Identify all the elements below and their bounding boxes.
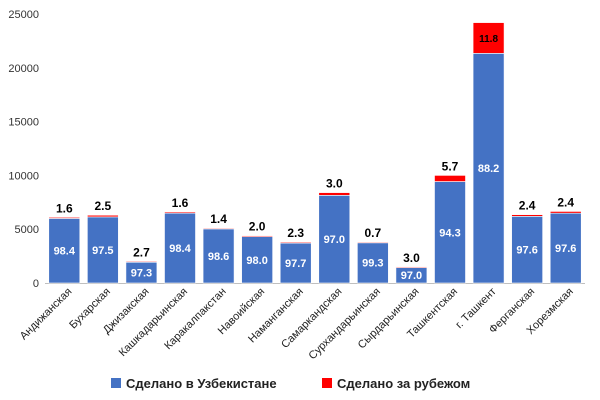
bar-domestic [202,228,235,284]
bar-foreign [549,211,582,214]
foreign-share-label: 2.0 [249,220,266,234]
category-label: Сурхандарьинская [307,286,383,362]
domestic-share-label: 97.0 [401,270,422,282]
y-tick-label: 10000 [8,170,39,182]
bar-foreign [164,211,196,214]
domestic-share-label: 97.6 [516,245,537,257]
bar-domestic [87,216,119,284]
foreign-share-label: 1.6 [172,196,189,210]
legend-label-domestic: Сделано в Узбекистане [126,376,277,391]
bar-foreign [87,214,119,218]
domestic-share-label: 97.7 [285,258,306,270]
bar-foreign [125,261,158,263]
bar-domestic [549,212,582,284]
bar-foreign [318,192,351,196]
bar-foreign [48,217,81,219]
domestic-share-label: 98.4 [169,243,191,255]
axes: 0 5000 10000 15000 20000 25000 [8,9,585,290]
foreign-share-label: 2.4 [519,199,536,213]
category-label: Кашкадарьинская [117,286,190,359]
domestic-share-label: 99.3 [362,258,383,270]
y-tick-label: 0 [33,278,39,290]
y-tick-label: 25000 [8,9,39,21]
category-label: Андижанская [18,286,75,343]
bar-foreign [202,227,235,230]
foreign-share-label: 11.8 [479,34,498,45]
bar-foreign [511,214,543,217]
bar-foreign [434,175,466,182]
foreign-share-label: 1.4 [210,212,227,226]
y-tick-label: 20000 [8,63,39,75]
bar-domestic [434,181,466,284]
bar-foreign [241,235,273,237]
bar-domestic [472,53,505,284]
domestic-share-label: 88.2 [478,163,499,175]
bar-foreign [395,266,428,268]
legend: Сделано в Узбекистане Сделано за рубежом [111,376,470,391]
foreign-share-label: 2.7 [133,245,150,259]
legend-swatch-foreign [322,378,332,388]
domestic-share-label: 97.5 [92,245,113,257]
domestic-share-label: 97.3 [131,268,152,280]
foreign-share-label: 0.7 [365,226,382,240]
foreign-share-label: 3.0 [403,251,420,265]
bars [48,22,582,284]
bar-domestic [511,216,543,284]
y-tick-label: 5000 [15,224,39,236]
bar-domestic [279,242,312,284]
foreign-share-label: 3.0 [326,177,343,191]
bar-foreign [472,22,505,54]
foreign-share-label: 2.3 [287,226,304,240]
bar-domestic [241,236,273,284]
foreign-share-label: 5.7 [442,159,459,173]
domestic-share-label: 97.0 [324,234,345,246]
domestic-share-label: 98.6 [208,251,229,263]
bar-domestic [318,195,351,284]
bar-domestic [164,212,196,284]
domestic-share-label: 98.0 [246,255,267,267]
bar-foreign [279,241,312,244]
bar-foreign [357,241,389,244]
foreign-share-label: 2.5 [95,199,112,213]
foreign-share-label: 2.4 [557,195,574,209]
legend-label-foreign: Сделано за рубежом [337,376,470,391]
y-tick-label: 15000 [8,117,39,129]
domestic-share-label: 97.6 [555,243,576,255]
foreign-share-label: 1.6 [56,201,73,215]
domestic-share-label: 94.3 [439,227,460,239]
domestic-share-label: 98.4 [54,246,76,258]
legend-swatch-domestic [111,378,121,388]
